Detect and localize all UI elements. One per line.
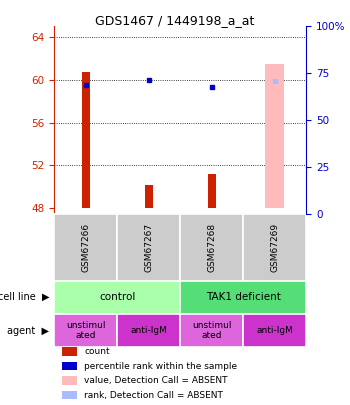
Text: GSM67267: GSM67267 xyxy=(144,222,153,272)
Text: unstimul
ated: unstimul ated xyxy=(192,321,231,341)
Text: GDS1467 / 1449198_a_at: GDS1467 / 1449198_a_at xyxy=(95,14,255,27)
Text: value, Detection Call = ABSENT: value, Detection Call = ABSENT xyxy=(84,376,228,385)
Bar xyxy=(180,281,306,314)
Text: count: count xyxy=(84,347,110,356)
Bar xyxy=(117,314,180,347)
Bar xyxy=(54,281,180,314)
Bar xyxy=(62,391,77,399)
Bar xyxy=(243,214,306,281)
Bar xyxy=(145,185,153,208)
Text: unstimul
ated: unstimul ated xyxy=(66,321,105,341)
Text: GSM67266: GSM67266 xyxy=(81,222,90,272)
Text: anti-IgM: anti-IgM xyxy=(256,326,293,335)
Bar xyxy=(82,72,90,208)
Bar xyxy=(180,214,243,281)
Bar xyxy=(54,214,117,281)
Text: rank, Detection Call = ABSENT: rank, Detection Call = ABSENT xyxy=(84,390,223,400)
Bar xyxy=(208,174,216,208)
Bar xyxy=(62,347,77,356)
Text: percentile rank within the sample: percentile rank within the sample xyxy=(84,362,238,371)
Bar xyxy=(62,376,77,385)
Bar xyxy=(243,314,306,347)
Bar xyxy=(180,314,243,347)
Text: control: control xyxy=(99,292,135,302)
Bar xyxy=(117,214,180,281)
Bar xyxy=(54,314,117,347)
Text: cell line  ▶: cell line ▶ xyxy=(0,292,49,302)
Text: agent  ▶: agent ▶ xyxy=(7,326,49,336)
Text: TAK1 deficient: TAK1 deficient xyxy=(206,292,281,302)
Bar xyxy=(265,64,284,208)
Text: GSM67268: GSM67268 xyxy=(207,222,216,272)
Bar xyxy=(62,362,77,371)
Text: GSM67269: GSM67269 xyxy=(270,222,279,272)
Text: anti-IgM: anti-IgM xyxy=(130,326,167,335)
